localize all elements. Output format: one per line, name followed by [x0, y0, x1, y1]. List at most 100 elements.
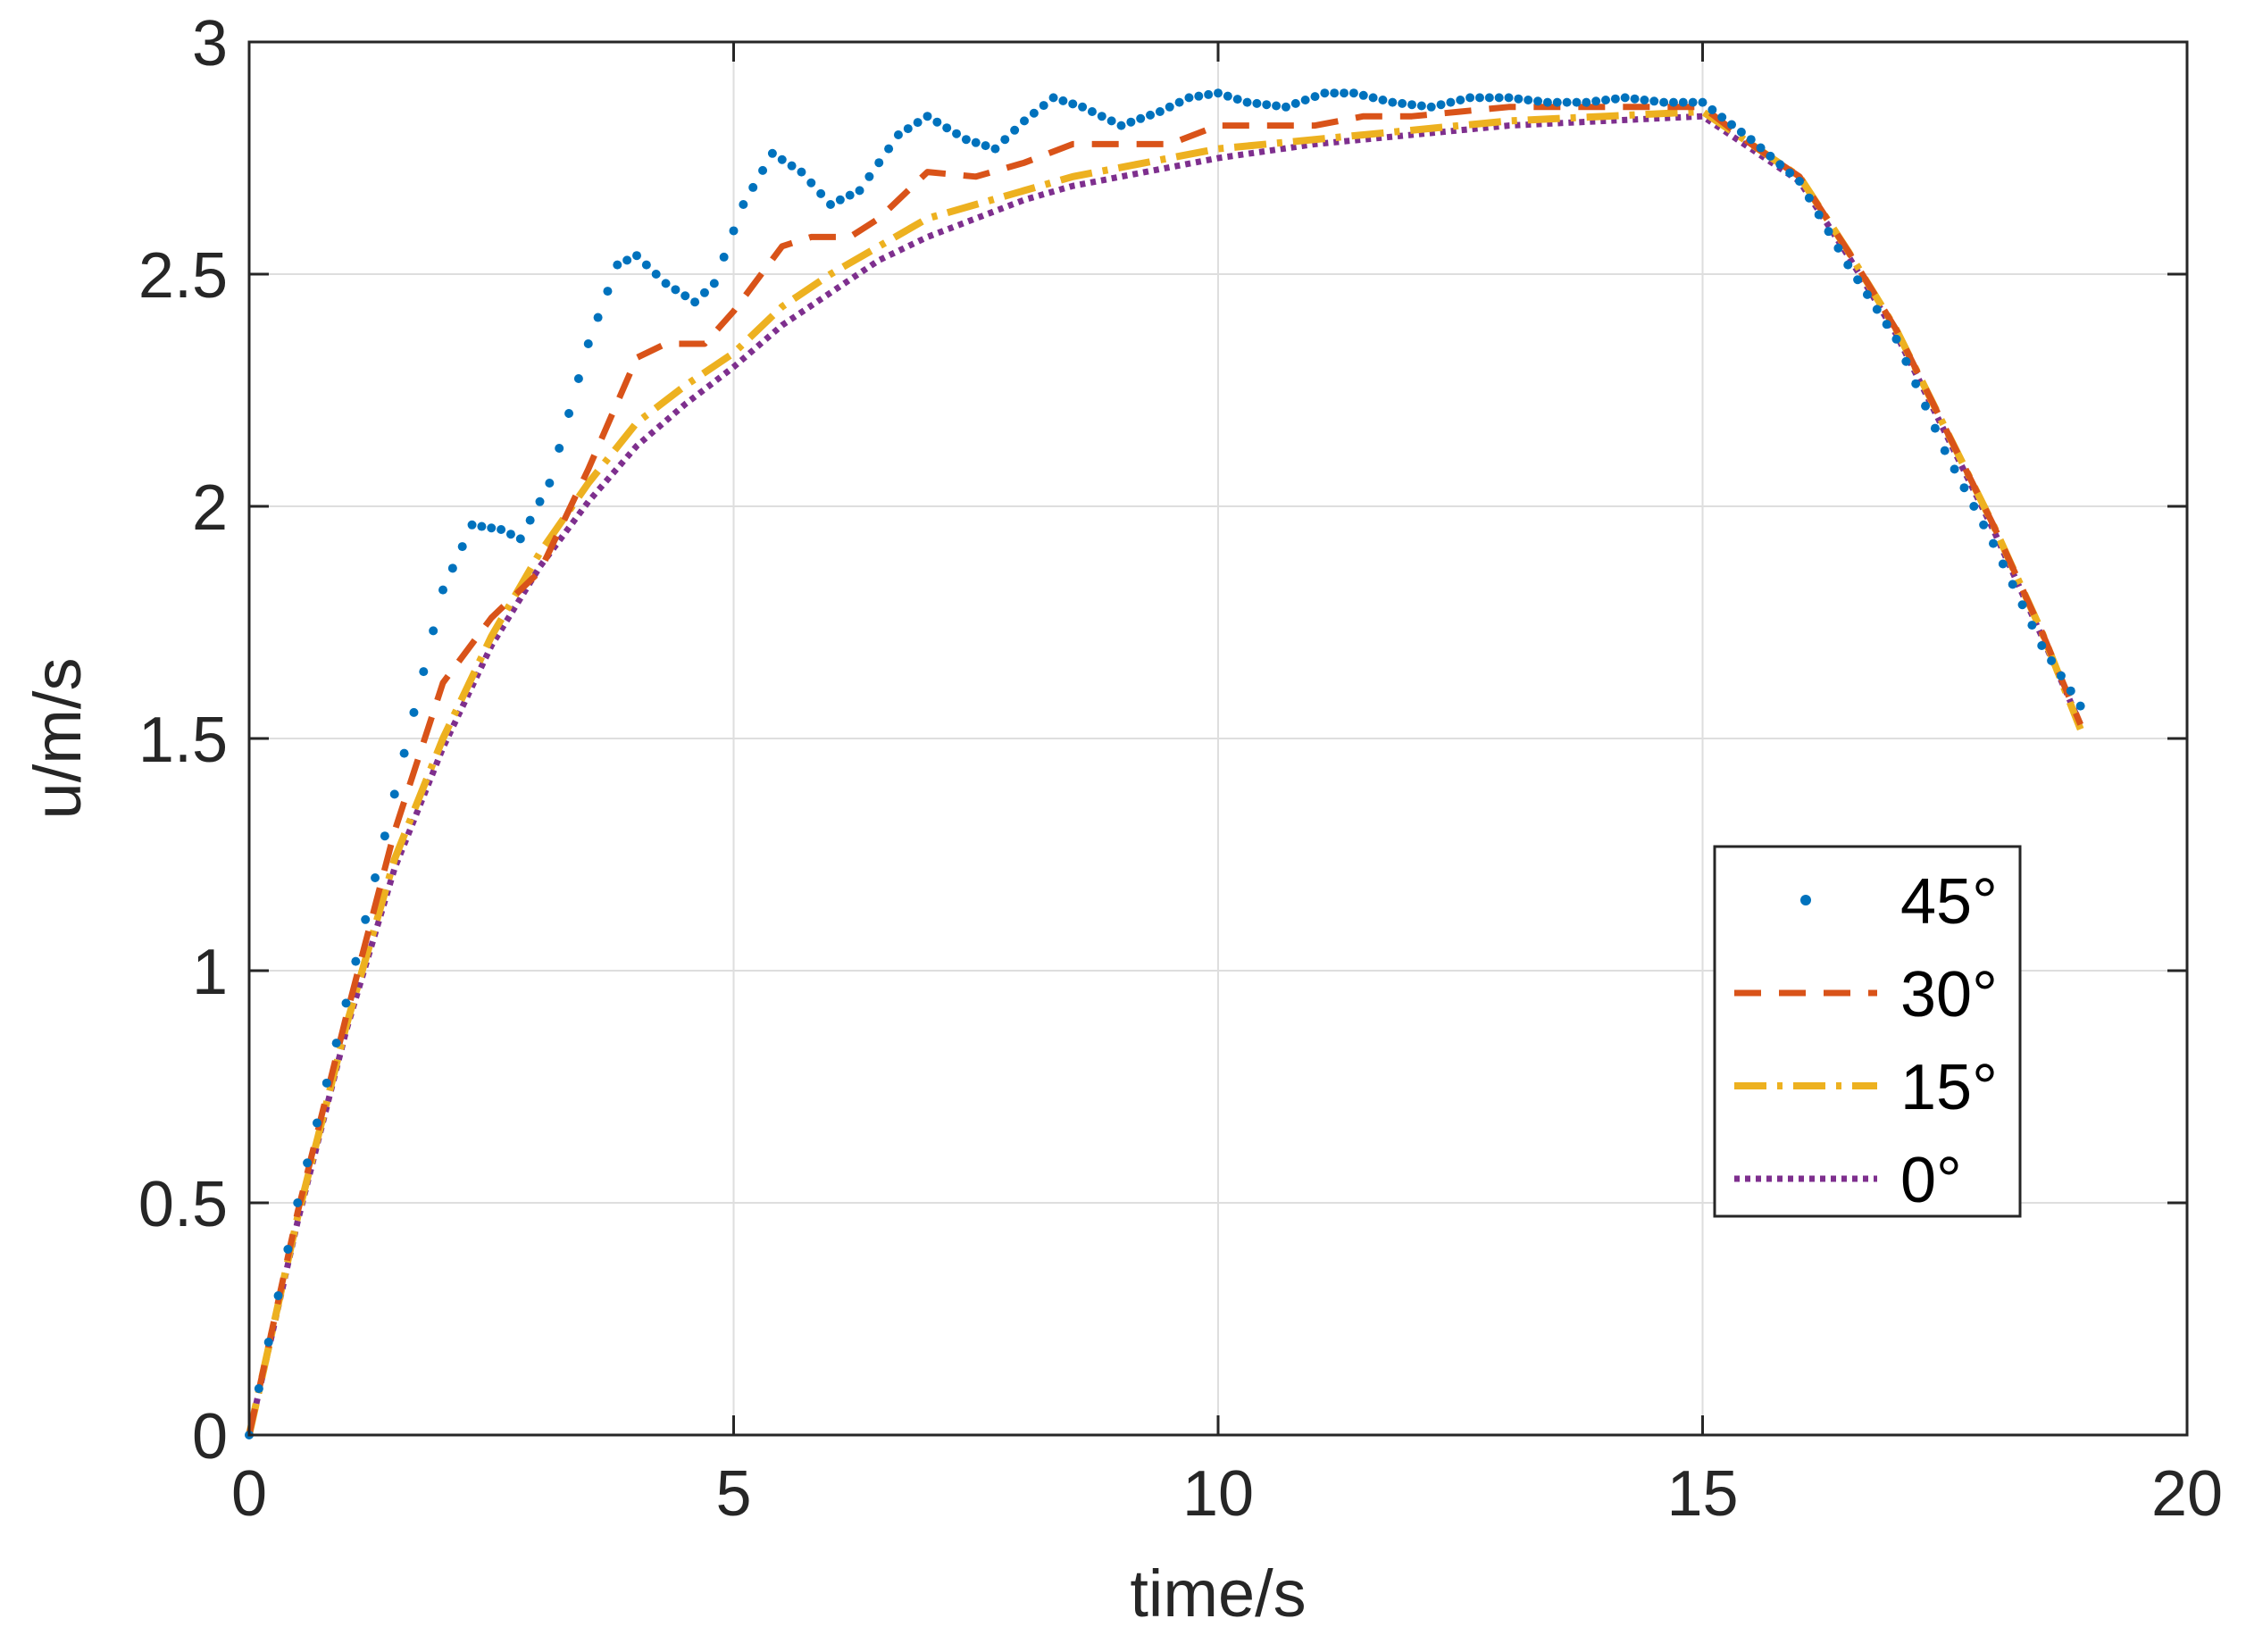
series-45-point: [477, 521, 487, 531]
series-45-point: [419, 667, 429, 677]
series-45-point: [1601, 96, 1610, 104]
series-45-point: [1320, 88, 1330, 98]
series-45-point: [1514, 94, 1524, 104]
series-45-point: [719, 252, 729, 262]
series-45-point: [1862, 289, 1872, 299]
series-45-point: [1456, 96, 1465, 104]
series-45-point: [1659, 97, 1669, 107]
series-45-point: [564, 409, 574, 418]
series-45-point: [1407, 100, 1416, 110]
series-45-point: [1116, 121, 1126, 130]
series-45-point: [1552, 97, 1562, 107]
series-45-point: [573, 374, 583, 383]
series-45-point: [1736, 127, 1746, 137]
series-45-point: [1998, 559, 2008, 569]
series-45-point: [467, 520, 477, 530]
series-45-point: [893, 130, 903, 139]
y-tick-label: 1.5: [138, 705, 228, 776]
series-45-point: [1436, 100, 1446, 110]
series-45-point: [1853, 275, 1863, 285]
series-45-point: [351, 956, 361, 966]
series-45-point: [1272, 101, 1282, 111]
x-tick-label: 20: [2151, 1458, 2223, 1530]
series-45-point: [283, 1245, 293, 1254]
series-45-point: [1562, 97, 1572, 107]
series-45-point: [303, 1158, 313, 1168]
series-45-point: [845, 190, 855, 200]
series-45-point: [1630, 94, 1640, 104]
series-45-point: [797, 167, 806, 177]
series-45-point: [2056, 671, 2066, 680]
series-45-point: [1136, 113, 1146, 123]
series-45-point: [1174, 97, 1184, 107]
series-45-point: [2047, 655, 2057, 665]
series-45-point: [254, 1384, 263, 1393]
series-45-point: [1214, 88, 1223, 98]
series-45-point: [409, 707, 419, 717]
series-45-point: [641, 260, 651, 270]
series-45-point: [613, 260, 622, 270]
series-45-point: [835, 195, 845, 204]
series-45-point: [1039, 101, 1048, 111]
series-45-point: [961, 135, 971, 145]
series-45-point: [457, 542, 467, 552]
series-45-point: [438, 585, 447, 595]
series-45-point: [1290, 98, 1300, 108]
series-45-point: [1795, 177, 1804, 186]
series-45-point: [1911, 379, 1921, 388]
series-45-point: [1688, 97, 1698, 107]
series-45-point: [874, 158, 884, 168]
series-45-point: [1872, 305, 1882, 314]
series-45-point: [806, 178, 816, 188]
series-45-point: [1542, 97, 1552, 107]
series-45-point: [903, 124, 913, 134]
series-45-point: [1494, 93, 1504, 103]
series-45-point: [1610, 94, 1620, 104]
series-45-point: [1979, 520, 1989, 530]
legend-label: 0°: [1900, 1145, 1962, 1216]
legend-label: 15°: [1900, 1052, 1998, 1123]
series-45-point: [1649, 96, 1659, 106]
series-45-point: [371, 873, 380, 882]
series-45-point: [1804, 193, 1814, 203]
series-45-point: [487, 523, 497, 533]
series-45-point: [429, 626, 438, 636]
series-45-point: [748, 182, 758, 192]
series-45-point: [1814, 210, 1824, 220]
series-45-point: [263, 1338, 273, 1347]
series-45-point: [787, 161, 797, 171]
series-45-point: [1106, 116, 1116, 126]
series-45-point: [545, 479, 555, 488]
series-45-point: [1000, 135, 1010, 145]
series-45-point: [1707, 104, 1717, 114]
legend-box: [1713, 845, 2022, 1218]
series-45-point: [1465, 93, 1475, 103]
series-45-point: [1698, 97, 1707, 107]
series-45-point: [1446, 97, 1456, 107]
series-45-point: [1620, 93, 1630, 103]
series-45-point: [1416, 101, 1426, 111]
y-tick-label: 0: [192, 1401, 228, 1473]
series-45-point: [1281, 102, 1290, 112]
legend-marker-45: [1800, 895, 1811, 905]
series-45-point: [273, 1291, 283, 1300]
x-tick-label: 15: [1666, 1458, 1738, 1530]
series-45-point: [1252, 98, 1262, 108]
series-45-markers: [245, 88, 2085, 1439]
series-45-point: [1533, 96, 1543, 106]
series-45-point: [2075, 701, 2085, 711]
series-45-point: [729, 226, 739, 236]
series-45-point: [1388, 97, 1398, 107]
series-45-point: [399, 748, 409, 758]
series-45-point: [1524, 96, 1533, 104]
series-45-point: [1484, 93, 1494, 103]
series-45-point: [990, 144, 1000, 154]
series-45-point: [1232, 95, 1242, 104]
series-45-point: [312, 1118, 321, 1128]
series-45-point: [1504, 93, 1514, 103]
series-45-point: [1300, 96, 1310, 104]
series-45-point: [389, 789, 399, 799]
series-45-point: [952, 129, 962, 138]
series-45-point: [1010, 125, 1020, 135]
